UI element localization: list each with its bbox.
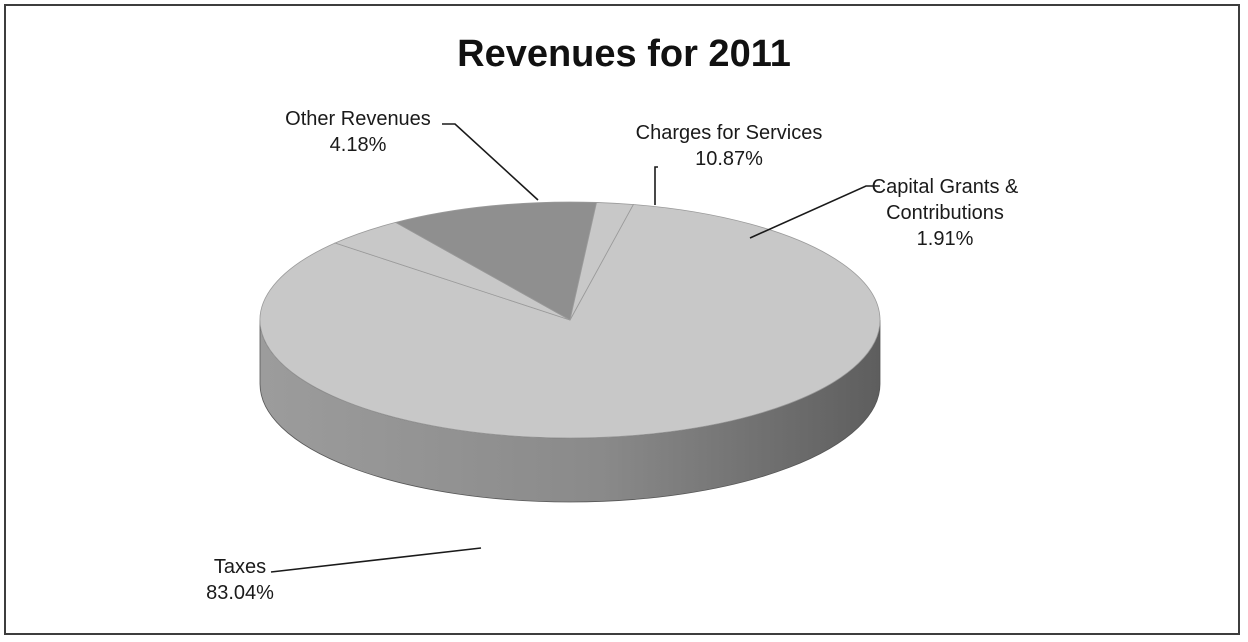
leader-line-capital-grants-contributions	[749, 185, 880, 239]
leader-line-other-revenues	[442, 123, 539, 201]
data-label-name-capital-grants-contributions: Contributions	[886, 202, 1004, 224]
data-label-value-capital-grants-contributions: 1.91%	[917, 228, 974, 250]
data-label-name-taxes: Taxes	[214, 556, 266, 578]
pie-slice-taxes	[259, 204, 881, 439]
data-label-value-charges-for-services: 10.87%	[695, 148, 763, 170]
leader-line-charges-for-services	[654, 166, 658, 205]
data-label-name-charges-for-services: Charges for Services	[636, 122, 823, 144]
pie-slice-capital-grants-contributions	[569, 202, 634, 321]
data-label-value-taxes: 83.04%	[206, 582, 274, 604]
chart-title: Revenues for 2011	[457, 33, 791, 75]
data-label-value-other-revenues: 4.18%	[330, 134, 387, 156]
data-label-name-other-revenues: Other Revenues	[285, 108, 431, 130]
data-label-name-capital-grants-contributions: Capital Grants &	[872, 176, 1019, 198]
pie-slice-charges-for-services	[394, 201, 598, 321]
leader-line-taxes	[270, 547, 482, 573]
